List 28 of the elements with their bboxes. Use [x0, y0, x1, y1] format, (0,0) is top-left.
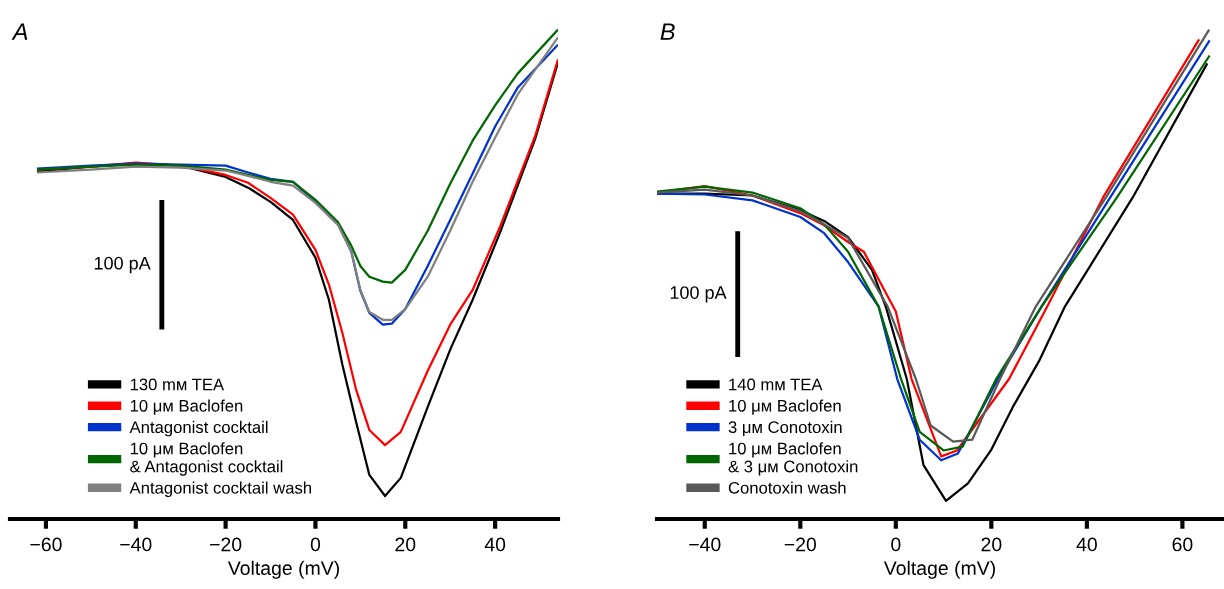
- x-tick-label: −40: [120, 537, 152, 552]
- x-axis-title: Voltage (mV): [883, 560, 995, 579]
- x-tick-label: −40: [689, 537, 721, 552]
- chart-title: A: [11, 23, 28, 40]
- x-tick-label: 40: [1076, 537, 1097, 552]
- x-tick-label: −20: [784, 537, 817, 552]
- legend-label: 10 μᴍ Baclofen: [729, 399, 841, 415]
- x-tick-label: 20: [981, 537, 1002, 552]
- x-tick-label: −20: [210, 537, 242, 552]
- annotation: 100 pA: [94, 256, 151, 274]
- legend-label: 10 μᴍ Baclofen: [130, 399, 243, 415]
- x-tick-label: 20: [395, 537, 416, 552]
- chart-title: B: [660, 23, 675, 40]
- x-tick-label: 40: [484, 537, 506, 552]
- legend-label: 10 μᴍ Baclofen & Antagonist cocktail: [130, 442, 283, 476]
- legend-label: 3 μᴍ Conotoxin: [728, 420, 842, 437]
- annotation: 100 pA: [670, 286, 727, 303]
- legend-label: Conotoxin wash: [728, 481, 846, 494]
- legend-label: Antagonist cocktail: [129, 420, 268, 437]
- legend-label: 10 μᴍ Baclofen & 3 μᴍ Conotoxin: [728, 442, 858, 476]
- x-tick-label: 0: [310, 537, 321, 552]
- x-tick-label: 60: [1172, 537, 1193, 552]
- x-tick-label: −60: [30, 537, 62, 552]
- x-tick-label: 0: [891, 537, 901, 552]
- legend-label: 140 mᴍ TEA: [729, 378, 823, 391]
- x-axis-title: Voltage (mV): [227, 560, 339, 579]
- legend-label: Antagonist cocktail wash: [129, 481, 311, 498]
- legend-label: 130 mᴍ TEA: [130, 378, 225, 391]
